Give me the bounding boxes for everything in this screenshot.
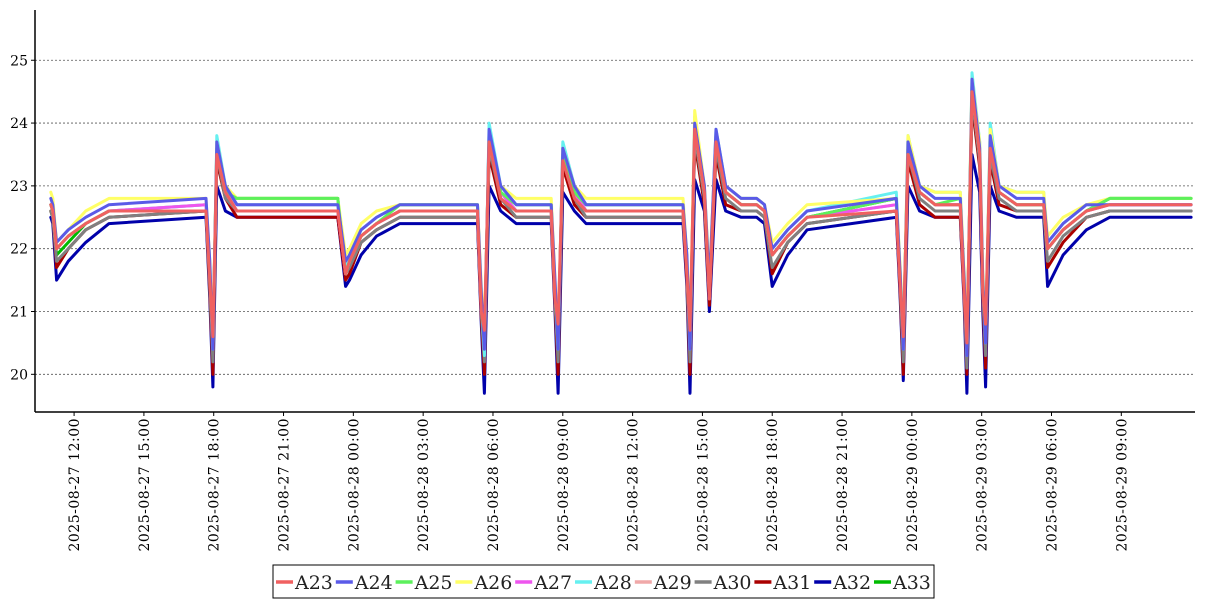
legend-label-a26: A26 xyxy=(473,572,512,594)
series-line-a30 xyxy=(49,96,1193,370)
x-tick-label: 2025-08-27 18:00 xyxy=(207,418,223,552)
legend-label-a28: A28 xyxy=(593,572,632,594)
x-tick-label: 2025-08-28 06:00 xyxy=(486,418,502,552)
y-tick-label: 22 xyxy=(10,242,28,258)
y-tick-label: 24 xyxy=(10,116,28,132)
legend-label-a32: A32 xyxy=(832,572,871,594)
y-tick-label: 21 xyxy=(10,305,28,321)
series-lines xyxy=(49,71,1193,395)
legend-label-a30: A30 xyxy=(713,572,752,594)
x-tick-label: 2025-08-29 09:00 xyxy=(1114,418,1130,552)
x-tick-labels: 2025-08-27 12:00 2025-08-27 15:00 2025-08-… xyxy=(67,412,1130,552)
y-tick-label: 20 xyxy=(10,367,28,383)
x-tick-label: 2025-08-27 15:00 xyxy=(137,418,153,552)
x-tick-label: 2025-08-28 21:00 xyxy=(835,418,851,552)
y-tick-label: 25 xyxy=(10,53,28,69)
x-tick-label: 2025-08-29 06:00 xyxy=(1044,418,1060,552)
legend-label-a25: A25 xyxy=(414,572,453,594)
y-tick-labels: 20 21 22 23 24 25 xyxy=(10,53,35,383)
legend: A23 A24 A25 A26 A27 A28 A29 A30 A31 A32 A33 xyxy=(272,564,935,599)
legend-label-a24: A24 xyxy=(354,572,393,594)
x-tick-label: 2025-08-28 09:00 xyxy=(556,418,572,552)
legend-label-a33: A33 xyxy=(892,572,931,594)
legend-label-a23: A23 xyxy=(294,572,333,594)
x-tick-label: 2025-08-28 18:00 xyxy=(765,418,781,552)
legend-label-a29: A29 xyxy=(653,572,692,594)
series-line-a26 xyxy=(49,77,1193,339)
x-tick-label: 2025-08-28 15:00 xyxy=(695,418,711,552)
x-tick-label: 2025-08-27 12:00 xyxy=(67,418,83,552)
x-tick-label: 2025-08-28 12:00 xyxy=(626,418,642,552)
x-tick-label: 2025-08-29 00:00 xyxy=(905,418,921,552)
x-tick-label: 2025-08-28 00:00 xyxy=(346,418,362,552)
axes xyxy=(34,10,1195,413)
legend-label-a27: A27 xyxy=(533,572,572,594)
x-tick-label: 2025-08-27 21:00 xyxy=(277,418,293,552)
x-tick-label: 2025-08-29 03:00 xyxy=(975,418,991,552)
series-line-a31 xyxy=(49,102,1193,376)
legend-label-a31: A31 xyxy=(772,572,811,594)
series-line-a23 xyxy=(49,90,1193,345)
series-line-a32 xyxy=(49,153,1193,395)
y-gridlines xyxy=(35,59,1195,375)
series-line-a28 xyxy=(49,71,1193,357)
x-tick-label: 2025-08-28 03:00 xyxy=(416,418,432,552)
y-tick-label: 23 xyxy=(10,179,28,195)
